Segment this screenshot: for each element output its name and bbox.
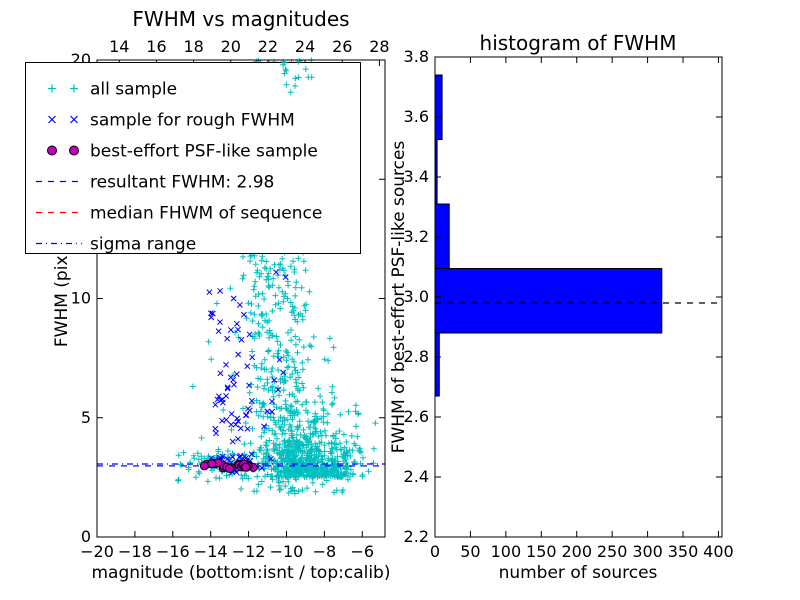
histogram-bars-layer — [434, 74, 663, 397]
x-tick-label: 50 — [460, 542, 480, 561]
x-tick-label-top: 18 — [183, 37, 203, 56]
x-tick-label-top: 20 — [221, 37, 241, 56]
x-tick-label-bottom: −8 — [313, 542, 337, 561]
y-tick-label: 3.6 — [404, 107, 429, 126]
legend-circle-marker — [69, 145, 79, 156]
left-plot-overlay-scatter — [280, 58, 315, 96]
scatter-rough-fwhm — [235, 311, 256, 464]
y-tick-label: 5 — [81, 408, 91, 427]
scatter-all-sample — [238, 472, 366, 497]
scatter-all-sample — [285, 383, 379, 480]
x-tick-label-top: 22 — [258, 37, 278, 56]
scatter-rough-fwhm — [206, 244, 235, 461]
x-tick-label-top: 28 — [369, 37, 389, 56]
legend-plus-marker — [48, 84, 56, 93]
histogram-bar — [434, 203, 450, 269]
legend-x-marker — [48, 115, 56, 124]
left-plot-title: FWHM vs magnitudes — [132, 7, 349, 31]
y-tick-label: 2.8 — [404, 347, 429, 366]
legend-label: resultant FWHM: 2.98 — [90, 173, 274, 193]
scatter-all-sample — [280, 58, 315, 96]
left-plot-ticks: −20 −18 −16 −14 −12 −10 −8 −6 14 16 18 20 22 24 26 28 0 5… — [71, 37, 390, 561]
scatter-psf-like-point — [207, 459, 217, 469]
x-tick-label: 200 — [561, 542, 592, 561]
legend-label: all sample — [90, 80, 177, 100]
x-tick-label-bottom: −14 — [194, 542, 228, 561]
x-tick-label-bottom: −12 — [232, 542, 266, 561]
left-plot-xlabel: magnitude (bottom:isnt / top:calib) — [92, 563, 391, 583]
y-tick-label: 2.2 — [404, 527, 429, 546]
histogram-bar — [434, 74, 443, 140]
scatter-psf-like-point — [241, 462, 251, 472]
y-tick-label: 3.2 — [404, 227, 429, 246]
histogram-bar — [434, 268, 663, 334]
y-tick-label: 3.4 — [404, 167, 429, 186]
x-tick-label-bottom: −10 — [270, 542, 304, 561]
y-tick-label: 2.6 — [404, 407, 429, 426]
histogram-bar — [434, 332, 440, 397]
x-tick-label-bottom: −16 — [156, 542, 190, 561]
scatter-rough-fwhm — [261, 356, 287, 430]
legend-circle-marker — [47, 145, 57, 156]
x-tick-label-top: 16 — [146, 37, 166, 56]
legend-box — [25, 62, 361, 254]
y-tick-label: 0 — [81, 527, 91, 546]
legend-x-marker — [70, 115, 78, 124]
right-plot-xlabel: number of sources — [499, 563, 658, 583]
legend-label: median FHWM of sequence — [90, 204, 322, 224]
scatter-all-sample — [175, 449, 211, 484]
x-tick-label: 250 — [597, 542, 628, 561]
right-plot-ticks: 0 50 100 150 200 250 300 350 400 2.2 2.4 2.6 2.8 3.0 3… — [404, 47, 734, 561]
legend-label: sample for rough FWHM — [90, 111, 295, 131]
left-plot-psf-markers-layer — [199, 458, 258, 473]
right-plot: 0 50 100 150 200 250 300 350 400 2.2 2.4 2.6 2.8 3.0 3… — [389, 31, 734, 583]
x-tick-label: 0 — [430, 542, 440, 561]
right-plot-ylabel: FWHM of best-effort PSF-like sources — [389, 141, 409, 454]
y-tick-label: 3.8 — [404, 47, 429, 66]
x-tick-label: 150 — [526, 542, 557, 561]
left-plot: −20 −18 −16 −14 −12 −10 −8 −6 14 16 18 20 22 24 26 28 0 5… — [25, 7, 391, 583]
x-tick-label: 350 — [668, 542, 699, 561]
scatter-psf-like-point — [199, 461, 209, 471]
x-tick-label: 100 — [491, 542, 522, 561]
legend-label: best-effort PSF-like sample — [90, 142, 318, 162]
right-plot-title: histogram of FWHM — [480, 31, 677, 55]
x-tick-label-bottom: −6 — [350, 542, 374, 561]
x-tick-label: 300 — [632, 542, 663, 561]
scatter-psf-like-point — [225, 464, 234, 473]
left-plot-ylabel: FWHM (pix) — [52, 249, 72, 347]
y-tick-label: 3.0 — [404, 287, 429, 306]
legend: all sample sample for rough FWHM best-effo… — [25, 62, 361, 255]
legend-plus-marker — [70, 84, 78, 93]
x-tick-label-top: 24 — [295, 37, 315, 56]
y-tick-label: 10 — [71, 289, 91, 308]
x-tick-label-top: 14 — [109, 37, 129, 56]
x-tick-label-top: 26 — [332, 37, 352, 56]
x-tick-label-bottom: −20 — [80, 542, 114, 561]
legend-label: sigma range — [90, 235, 196, 255]
x-tick-label-bottom: −18 — [118, 542, 152, 561]
x-tick-label: 400 — [703, 542, 734, 561]
y-tick-label: 2.4 — [404, 467, 429, 486]
scatter-rough-fwhm — [223, 295, 249, 460]
